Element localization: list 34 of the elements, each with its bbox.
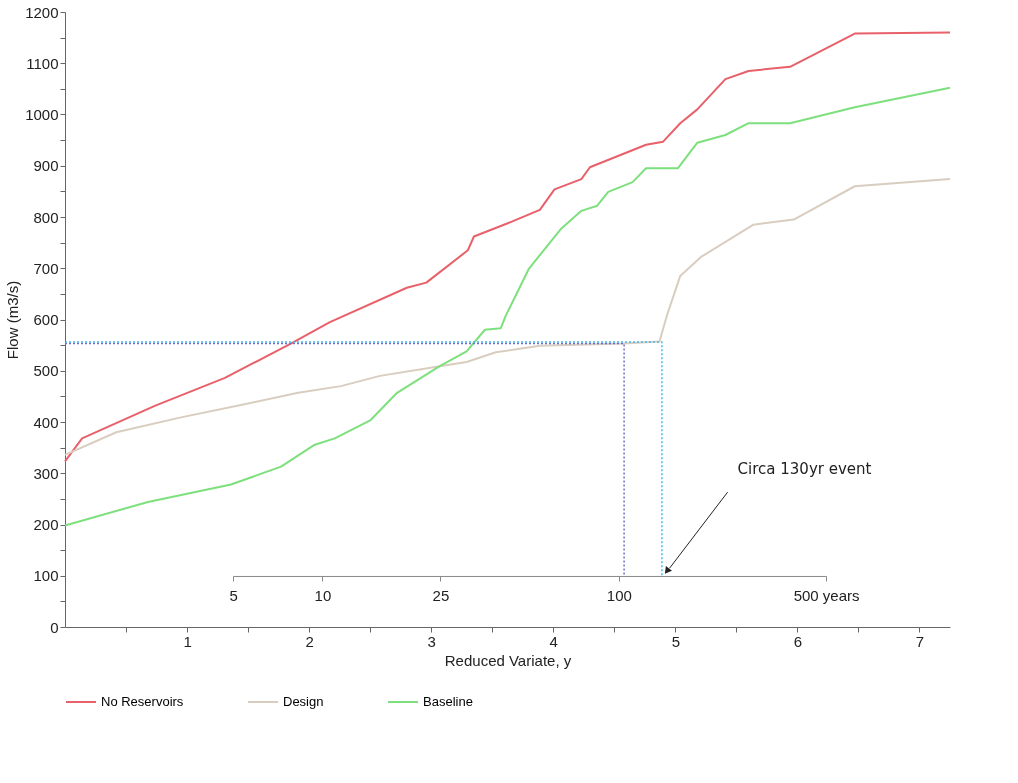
y-tick-label: 700 — [33, 259, 59, 277]
x-tick-label: 7 — [915, 632, 925, 650]
x-axis-title: Reduced Variate, y — [444, 651, 572, 669]
y-tick-label: 900 — [33, 157, 59, 175]
x-tick-label: 1 — [183, 632, 192, 650]
x2-tick-label: 5 — [229, 587, 238, 605]
y-tick-label: 1100 — [26, 54, 59, 72]
legend-label: No Reservoirs — [101, 694, 184, 709]
y-tick-label: 300 — [33, 464, 59, 482]
y-tick-label: 0 — [50, 618, 59, 636]
x2-tick-label: 500 years — [793, 587, 860, 605]
x-tick-label: 6 — [793, 632, 803, 650]
x-tick-label: 4 — [549, 632, 558, 650]
y-tick-label: 100 — [33, 567, 59, 585]
x2-tick-label: 10 — [314, 587, 332, 605]
y-tick-label: 800 — [33, 208, 59, 226]
x-tick-label: 2 — [305, 632, 314, 650]
line-series — [64, 86, 951, 527]
y-tick-label: 500 — [33, 362, 59, 380]
x2-tick-label: 25 — [432, 587, 450, 605]
x-tick-label: 5 — [671, 632, 681, 650]
y-tick-label: 200 — [33, 516, 59, 533]
x-tick-label: 3 — [427, 632, 436, 650]
y-tick-label: 1000 — [25, 106, 59, 123]
line-series — [64, 178, 951, 456]
annotation: Circa 130yr event — [737, 460, 872, 479]
y-tick-label: 1200 — [25, 3, 59, 21]
legend-label: Baseline — [423, 694, 473, 709]
y-axis-title: Flow (m3/s) — [4, 280, 22, 360]
y-tick-label: 400 — [33, 413, 59, 431]
y-tick-label: 600 — [33, 311, 59, 328]
line-series — [64, 31, 951, 463]
x2-tick-label: 100 — [606, 587, 632, 605]
legend-label: Design — [283, 694, 324, 709]
